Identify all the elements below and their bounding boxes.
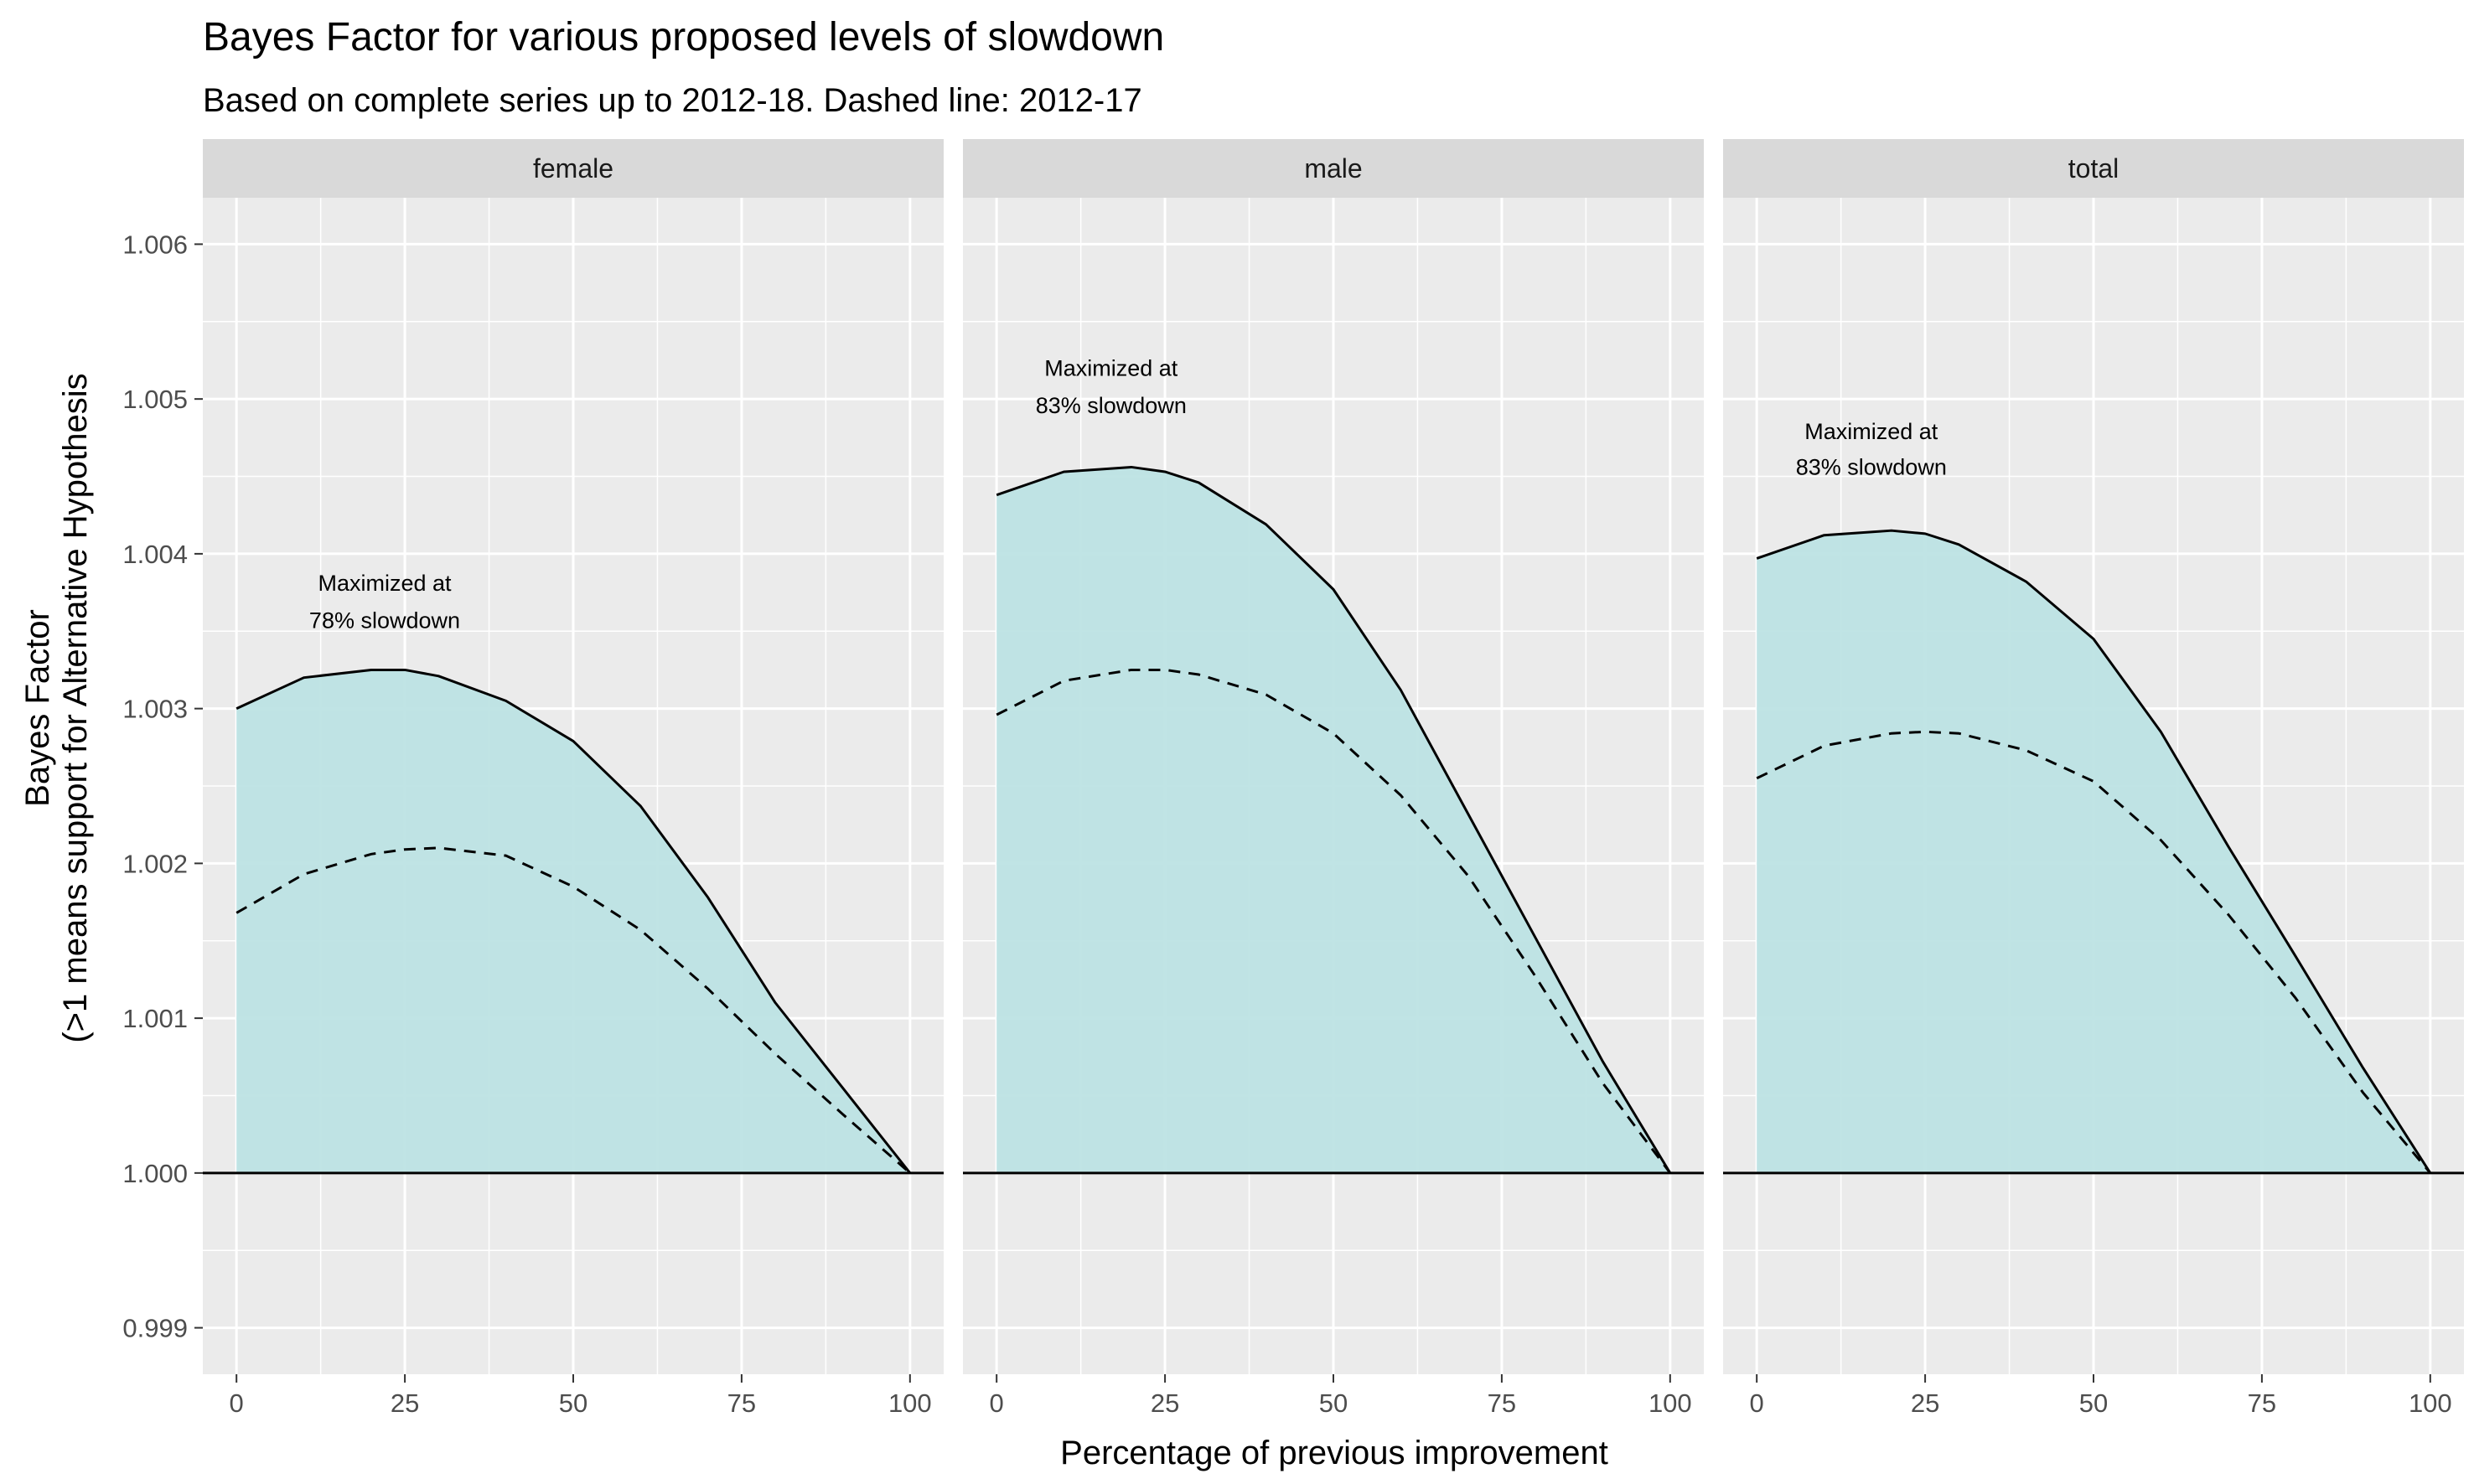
x-tick-label: 50 <box>2079 1388 2108 1418</box>
annotation-male-line-2: 83% slowdown <box>1036 393 1187 418</box>
x-tick-label: 75 <box>1488 1388 1516 1418</box>
y-axis-title-line-1: Bayes Factor <box>19 609 56 807</box>
x-tick-label: 0 <box>230 1388 244 1418</box>
x-tick-label: 25 <box>1911 1388 1939 1418</box>
x-tick-label: 25 <box>391 1388 419 1418</box>
x-tick-label: 0 <box>990 1388 1004 1418</box>
x-tick-label: 50 <box>559 1388 587 1418</box>
area-fill-male <box>996 467 1670 1173</box>
dashed-line-male <box>996 668 1672 1174</box>
facet-label-female: female <box>533 153 613 184</box>
x-tick-label: 100 <box>888 1388 932 1418</box>
y-axis-title: Bayes Factor (>1 means support for Alter… <box>19 373 94 1042</box>
y-tick-label: 1.000 <box>122 1159 188 1188</box>
annotation-female-line-2: 78% slowdown <box>309 608 460 633</box>
y-tick-label: 1.002 <box>122 849 188 878</box>
x-tick-label: 75 <box>2248 1388 2276 1418</box>
annotation-total-line-2: 83% slowdown <box>1796 455 1947 480</box>
chart-subtitle: Based on complete series up to 2012-18. … <box>203 82 1142 119</box>
facet-panel-male: male Maximized at 83% slowdown 0 25 50 75 100 <box>963 139 1704 1418</box>
x-tick-label: 100 <box>1648 1388 1692 1418</box>
area-fill-female <box>236 670 910 1173</box>
facet-strip-total <box>1723 139 2464 198</box>
x-axis-title: Percentage of previous improvement <box>1060 1435 1608 1471</box>
area-fill-total <box>1757 530 2430 1173</box>
y-axis: 0.999 1.000 1.001 1.002 1.003 1.004 1.005 1.006 <box>122 230 203 1343</box>
x-tick-label: 75 <box>727 1388 756 1418</box>
x-tick-label: 0 <box>1750 1388 1764 1418</box>
solid-line-male <box>996 465 1672 1174</box>
annotation-female-line-1: Maximized at <box>318 571 452 596</box>
facet-strip-female <box>203 139 944 198</box>
y-tick-label: 0.999 <box>122 1314 188 1343</box>
y-tick-label: 1.004 <box>122 540 188 569</box>
facet-label-male: male <box>1304 153 1362 184</box>
x-tick-label: 100 <box>2409 1388 2452 1418</box>
chart-title: Bayes Factor for various proposed levels… <box>203 15 1164 59</box>
solid-line-female <box>235 668 911 1174</box>
facet-panel-female: female Maximized at 78% slowdown 0 25 50 75 100 <box>203 139 944 1418</box>
dashed-line-total <box>1756 730 2431 1174</box>
y-axis-title-line-2: (>1 means support for Alternative Hypoth… <box>57 373 94 1042</box>
facet-panels: female Maximized at 78% slowdown 0 25 50 75 100… <box>203 139 2464 1418</box>
y-tick-label: 1.003 <box>122 695 188 724</box>
solid-line-total <box>1756 529 2432 1174</box>
x-tick-label: 50 <box>1319 1388 1348 1418</box>
facet-strip-male <box>963 139 1704 198</box>
facet-panel-total: total Maximized at 83% slowdown 0 25 50 75 100 <box>1723 139 2464 1418</box>
y-tick-label: 1.006 <box>122 230 188 259</box>
y-tick-label: 1.001 <box>122 1004 188 1033</box>
y-tick-label: 1.005 <box>122 385 188 414</box>
annotation-male-line-1: Maximized at <box>1044 355 1178 380</box>
annotation-total-line-1: Maximized at <box>1804 419 1938 444</box>
x-tick-label: 25 <box>1151 1388 1179 1418</box>
facet-label-total: total <box>2068 153 2119 184</box>
